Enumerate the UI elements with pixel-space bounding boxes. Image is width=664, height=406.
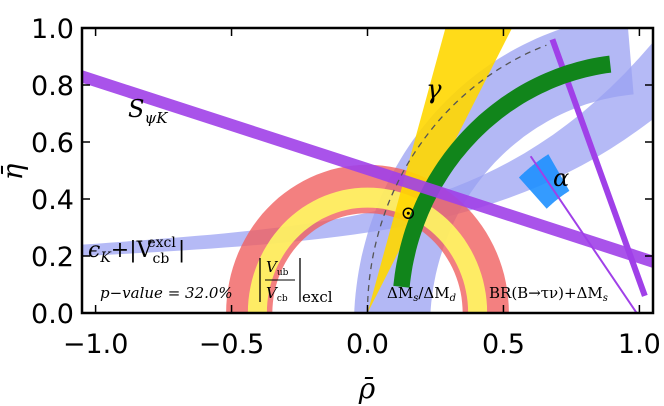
y-tick-label: 0.4 — [31, 185, 74, 216]
x-axis-title: ρ̄ — [358, 372, 376, 405]
svg-text:Vub: Vub — [266, 258, 289, 278]
epsk-vcb-label: ϵK+|Vcbexcl| — [88, 235, 185, 267]
y-tick-label: 0.6 — [31, 128, 74, 159]
br-taunu-band — [354, 28, 634, 313]
y-tick-label: 0.2 — [31, 242, 74, 273]
apex-dot — [406, 211, 410, 215]
br-taunu-label: BR(B→τν)+ΔMs — [489, 284, 608, 304]
x-tick-label: −1.0 — [63, 329, 129, 360]
svg-text:Vcb: Vcb — [266, 284, 288, 304]
y-axis-title: η̄ — [0, 163, 29, 180]
y-tick-label: 0.8 — [31, 71, 74, 102]
x-tick-label: 0.5 — [482, 329, 525, 360]
vub-vcb-inner-band — [247, 187, 488, 313]
axis-ticks — [82, 27, 653, 314]
pvalue-label: p−value = 32.0% — [100, 284, 233, 302]
x-tick-label: 0.0 — [346, 329, 389, 360]
spsik-label: SψK — [128, 95, 168, 127]
vub-vcb-band — [226, 164, 509, 313]
y-tick-label: 0.0 — [31, 299, 74, 330]
dms-dmd-label: ΔMs/ΔMd — [387, 284, 456, 304]
svg-text:excl: excl — [302, 288, 333, 306]
x-tick-label: −0.5 — [199, 329, 265, 360]
dashed-circle — [366, 44, 547, 313]
tick-labels: −1.0 −0.5 0.0 0.5 1.0 0.0 0.2 0.4 0.6 0.8 1.0 — [31, 14, 661, 360]
gamma-label: γ — [426, 75, 442, 105]
dms-dmd-band — [393, 55, 612, 288]
alpha-label: α — [553, 164, 569, 192]
vub-vcb-label: Vub Vcb excl — [259, 258, 333, 306]
y-tick-label: 1.0 — [31, 14, 74, 45]
x-tick-label: 1.0 — [618, 329, 661, 360]
constraint-bands — [82, 28, 653, 313]
spsik-band — [82, 70, 653, 268]
apex-marker — [402, 207, 415, 219]
band-labels: SψK γ α ϵK+|Vcbexcl| p−value = 32.0% Vub… — [88, 75, 608, 306]
